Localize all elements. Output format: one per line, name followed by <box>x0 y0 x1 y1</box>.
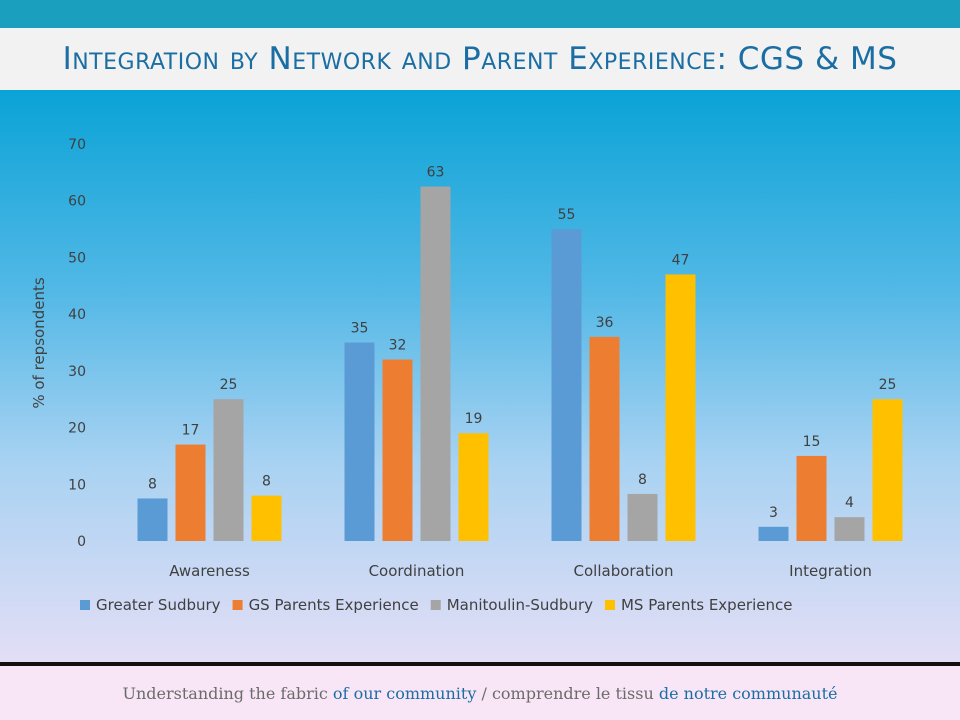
y-axis-label: % of repsondents <box>30 277 48 408</box>
footer-divider <box>0 662 960 666</box>
footer: Understanding the fabric of our communit… <box>0 666 960 720</box>
title-part: E <box>568 41 589 77</box>
title-part: ntegration by <box>72 41 269 77</box>
title-bar: Integration by Network and Parent Experi… <box>0 28 960 90</box>
legend-swatch <box>232 600 243 610</box>
footer-text-part3: / comprendre le tissu <box>476 683 659 703</box>
data-label: 55 <box>558 207 576 223</box>
y-tick-label: 70 <box>68 137 86 153</box>
x-tick-label: Collaboration <box>574 562 674 580</box>
title-part: etwork and <box>292 41 463 77</box>
data-label: 4 <box>845 495 854 511</box>
x-tick-label: Awareness <box>169 562 250 580</box>
bar-coordination-1 <box>382 359 413 541</box>
bar-collaboration-1 <box>589 336 620 541</box>
data-label: 25 <box>220 377 238 393</box>
bar-awareness-1 <box>175 444 206 541</box>
data-label: 3 <box>769 505 778 521</box>
footer-text-part1: Understanding the fabric <box>122 683 333 703</box>
bar-chart: 0 10 20 30 40 50 60 70 % of repsondents 8 17 25 8 Awa… <box>30 137 903 614</box>
y-tick-label: 60 <box>68 194 86 210</box>
legend-label: GS Parents Experience <box>249 596 419 614</box>
bar-integration-0 <box>758 526 789 541</box>
footer-text: Understanding the fabric of our communit… <box>122 684 837 703</box>
bar-awareness-3 <box>251 495 282 541</box>
data-label: 8 <box>638 472 647 488</box>
data-label: 47 <box>672 252 690 268</box>
data-label: 8 <box>262 474 271 490</box>
data-label: 32 <box>389 338 407 354</box>
bar-awareness-2 <box>213 399 244 541</box>
top-accent-bar <box>0 0 960 28</box>
title-part: : CGS & MS <box>716 41 898 77</box>
title-part: xperience <box>588 41 717 77</box>
y-tick-label: 0 <box>77 534 86 550</box>
data-label: 8 <box>148 476 157 492</box>
title-part: P <box>462 41 482 77</box>
bar-collaboration-2 <box>627 493 658 541</box>
bar-integration-3 <box>872 399 903 541</box>
legend-label: Manitoulin-Sudbury <box>447 596 593 614</box>
data-label: 19 <box>465 411 483 427</box>
footer-text-part4: de notre communauté <box>658 683 838 703</box>
data-label: 35 <box>351 321 369 337</box>
y-tick-label: 40 <box>68 307 86 323</box>
legend-swatch <box>80 600 90 610</box>
data-label: 63 <box>427 165 445 181</box>
bar-collaboration-0 <box>551 229 582 542</box>
bar-integration-2 <box>834 517 865 541</box>
data-label: 15 <box>803 434 821 450</box>
legend-label: MS Parents Experience <box>621 596 792 614</box>
data-label: 17 <box>182 423 200 439</box>
bar-coordination-0 <box>344 342 375 541</box>
title-part: I <box>62 41 73 77</box>
legend-label: Greater Sudbury <box>96 596 221 614</box>
data-label: 25 <box>879 377 897 393</box>
bar-coordination-2 <box>420 186 451 541</box>
title-part: N <box>268 41 293 77</box>
legend-swatch <box>604 600 615 610</box>
slide-title: Integration by Network and Parent Experi… <box>63 41 898 77</box>
footer-text-part2: of our community <box>332 683 477 703</box>
chart-area: 0 10 20 30 40 50 60 70 % of repsondents 8 17 25 8 Awa… <box>0 90 960 662</box>
bar-awareness-0 <box>137 498 168 541</box>
bar-collaboration-3 <box>665 274 696 541</box>
y-tick-label: 50 <box>68 250 86 266</box>
bar-integration-1 <box>796 455 827 541</box>
y-tick-label: 10 <box>68 477 86 493</box>
x-tick-label: Integration <box>789 562 872 580</box>
x-tick-label: Coordination <box>369 562 465 580</box>
title-part: arent <box>481 41 569 77</box>
bar-coordination-3 <box>458 433 489 541</box>
y-tick-label: 30 <box>68 364 86 380</box>
data-label: 36 <box>596 315 614 331</box>
legend-swatch <box>430 600 441 610</box>
y-tick-label: 20 <box>68 421 86 437</box>
